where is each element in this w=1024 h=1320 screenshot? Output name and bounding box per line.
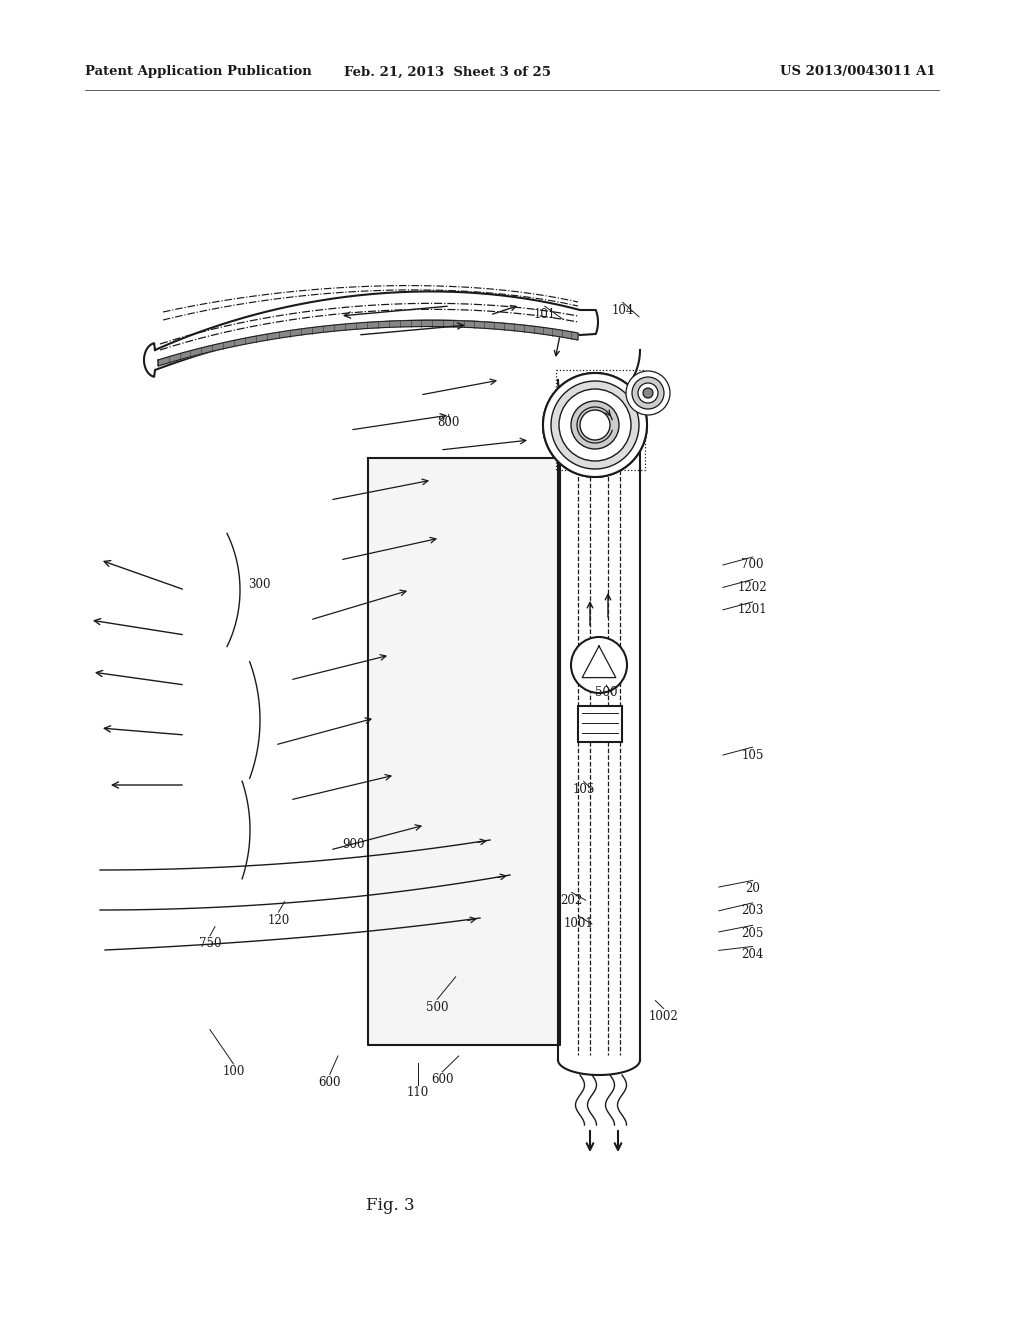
Text: 100: 100 (222, 1065, 245, 1078)
Bar (578, 706, 622, 742)
Circle shape (632, 378, 664, 409)
Text: 1001: 1001 (563, 917, 594, 931)
Text: 500: 500 (426, 1001, 449, 1014)
Text: Feb. 21, 2013  Sheet 3 of 25: Feb. 21, 2013 Sheet 3 of 25 (344, 66, 552, 78)
Text: 101: 101 (534, 308, 556, 321)
Circle shape (571, 401, 618, 449)
Circle shape (573, 403, 617, 447)
Circle shape (626, 371, 670, 414)
Text: 1201: 1201 (738, 603, 767, 616)
Text: 202: 202 (560, 894, 583, 907)
Text: 20: 20 (745, 882, 760, 895)
Text: 600: 600 (318, 1076, 341, 1089)
Text: 105: 105 (741, 748, 764, 762)
Text: 204: 204 (741, 948, 764, 961)
Text: 700: 700 (741, 558, 764, 572)
Circle shape (643, 388, 653, 399)
Text: Patent Application Publication: Patent Application Publication (85, 66, 311, 78)
Text: 800: 800 (437, 416, 460, 429)
Text: 203: 203 (741, 904, 764, 917)
Polygon shape (368, 458, 560, 1045)
Text: 120: 120 (267, 913, 290, 927)
Polygon shape (158, 321, 578, 366)
Circle shape (553, 383, 637, 467)
Text: 1202: 1202 (738, 581, 767, 594)
Text: 104: 104 (611, 304, 634, 317)
Text: 750: 750 (199, 937, 221, 950)
Circle shape (571, 638, 627, 693)
Circle shape (543, 374, 647, 477)
Text: 900: 900 (342, 838, 365, 851)
Circle shape (563, 393, 627, 457)
Text: 600: 600 (431, 1073, 454, 1086)
Text: 1002: 1002 (648, 1010, 679, 1023)
Text: 205: 205 (741, 927, 764, 940)
Polygon shape (144, 292, 598, 376)
Circle shape (543, 374, 647, 477)
Circle shape (580, 411, 610, 440)
Text: 105: 105 (572, 783, 595, 796)
Text: US 2013/0043011 A1: US 2013/0043011 A1 (780, 66, 936, 78)
Circle shape (638, 383, 658, 403)
Circle shape (559, 389, 631, 461)
Text: 110: 110 (407, 1086, 429, 1100)
Text: 500: 500 (595, 686, 617, 700)
Text: 300: 300 (248, 578, 270, 591)
Text: Fig. 3: Fig. 3 (366, 1196, 415, 1213)
Circle shape (551, 381, 639, 469)
